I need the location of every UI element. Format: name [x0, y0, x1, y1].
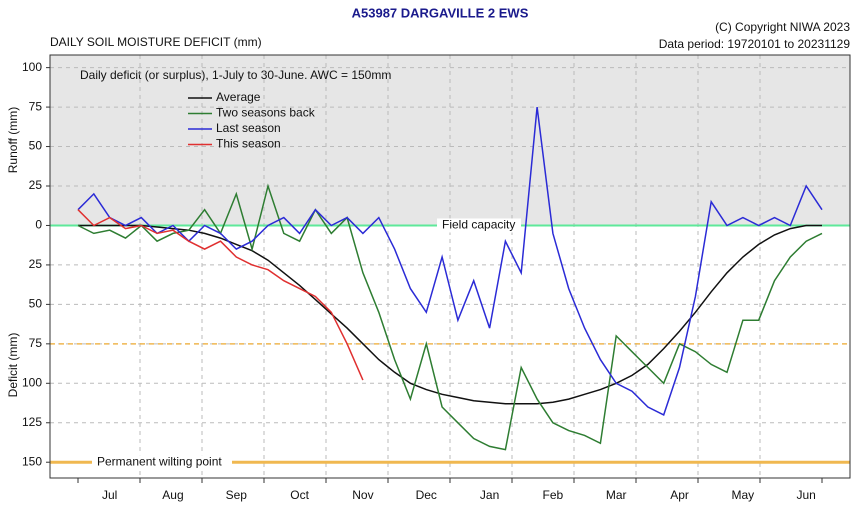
- y-label-upper: Runoff (mm): [6, 107, 20, 173]
- y-label-lower: Deficit (mm): [6, 333, 20, 398]
- x-tick-label: Feb: [543, 488, 564, 502]
- legend-label: Two seasons back: [216, 106, 316, 120]
- legend-label: This season: [216, 137, 281, 151]
- x-tick-label: Sep: [226, 488, 248, 502]
- y-tick-label: 100: [22, 375, 42, 389]
- y-tick-label: 50: [29, 139, 43, 153]
- y-tick-label: 25: [29, 257, 43, 271]
- x-tick-label: Jul: [102, 488, 117, 502]
- y-tick-label: 125: [22, 415, 42, 429]
- series-line: [78, 224, 822, 405]
- chart-title: A53987 DARGAVILLE 2 EWS: [352, 5, 529, 20]
- series-line: [77, 183, 823, 451]
- data-period: Data period: 19720101 to 20231129: [659, 37, 851, 51]
- plot-frame: [49, 54, 851, 479]
- subtitle: Daily deficit (or surplus), 1-July to 30…: [80, 68, 391, 82]
- wilting-label: Permanent wilting point: [97, 454, 222, 468]
- legend-label: Average: [216, 90, 261, 104]
- x-tick-label: May: [732, 488, 755, 502]
- y-tick-label: 100: [22, 60, 42, 74]
- x-tick-label: Jan: [480, 488, 499, 502]
- x-tick-label: Nov: [352, 488, 373, 502]
- series-line: [77, 209, 364, 381]
- legend-label: Last season: [216, 121, 281, 135]
- x-tick-label: Jun: [796, 488, 815, 502]
- chart-label: DAILY SOIL MOISTURE DEFICIT (mm): [50, 35, 262, 49]
- x-tick-label: Apr: [670, 488, 689, 502]
- field-capacity-label: Field capacity: [442, 218, 515, 232]
- y-tick-label: 150: [22, 454, 42, 468]
- x-tick-label: Dec: [416, 488, 437, 502]
- y-tick-label: 0: [35, 218, 42, 232]
- x-tick-label: Aug: [162, 488, 183, 502]
- y-tick-label: 75: [29, 336, 43, 350]
- copyright: (C) Copyright NIWA 2023: [715, 20, 850, 34]
- y-tick-label: 50: [29, 297, 43, 311]
- label-bg: [437, 218, 521, 233]
- surplus-zone: [50, 55, 850, 225]
- x-tick-label: Oct: [290, 488, 309, 502]
- y-tick-label: 25: [29, 178, 43, 192]
- label-bg: [92, 455, 232, 470]
- x-tick-label: Mar: [606, 488, 627, 502]
- y-tick-label: 75: [29, 99, 43, 113]
- series-line: [77, 107, 823, 416]
